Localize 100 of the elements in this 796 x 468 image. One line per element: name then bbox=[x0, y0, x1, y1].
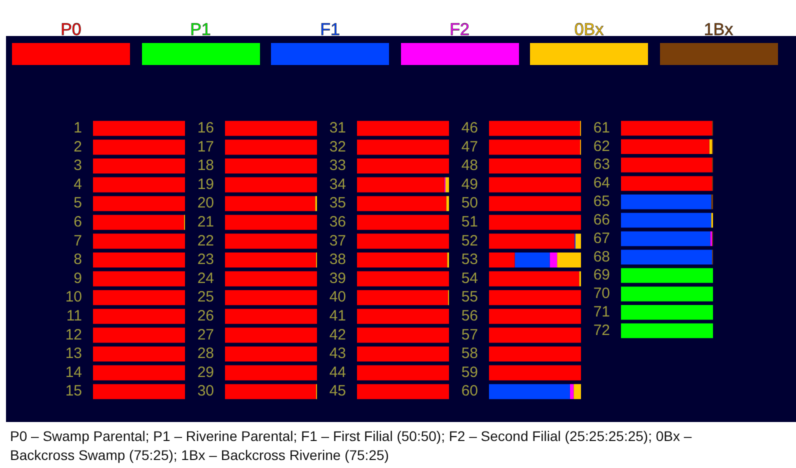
y-tick-label: 21 bbox=[197, 214, 214, 231]
bar bbox=[489, 177, 581, 192]
y-tick-label: 28 bbox=[197, 345, 214, 362]
y-tick-label: 45 bbox=[329, 382, 346, 400]
y-tick-label: 72 bbox=[593, 322, 610, 339]
y-tick-label: 47 bbox=[461, 138, 478, 156]
y-tick-label: 23 bbox=[197, 251, 214, 268]
y-tick-label: 14 bbox=[65, 364, 82, 381]
y-tick-label: 1 bbox=[74, 120, 82, 137]
y-tick-label: 7 bbox=[74, 232, 82, 250]
y-tick-label: 31 bbox=[329, 120, 346, 137]
y-tick-label: 67 bbox=[593, 230, 610, 247]
y-tick-label: 51 bbox=[461, 214, 478, 231]
y-tick-label: 30 bbox=[197, 382, 214, 400]
bar bbox=[514, 252, 550, 268]
bar bbox=[489, 214, 581, 230]
y-tick-label: 29 bbox=[197, 364, 214, 381]
y-tick-label: 12 bbox=[65, 326, 82, 344]
y-tick-label: 2 bbox=[74, 138, 82, 156]
y-tick-label: 41 bbox=[329, 308, 346, 325]
y-tick-label: 57 bbox=[461, 326, 478, 344]
y-tick-label: 16 bbox=[197, 120, 214, 137]
y-tick-label: 44 bbox=[329, 364, 346, 381]
text: P0 – Swamp Parental; P1 – Riverine Parental; F1 – First Filial (50:50); F2 – Second Filial (25:25:25:25); 0Bx – Backcross Swamp (75:25); 1Bx – Backcross Riverine (75:25) bbox=[10, 427, 693, 465]
y-tick-label: 24 bbox=[197, 270, 214, 287]
bar bbox=[489, 328, 581, 343]
bar bbox=[489, 346, 581, 362]
y-tick-label: 4 bbox=[74, 176, 82, 193]
y-tick-label: 69 bbox=[593, 266, 610, 284]
bar bbox=[489, 120, 580, 136]
bar bbox=[489, 308, 581, 324]
bar bbox=[489, 252, 515, 268]
y-tick-label: 68 bbox=[593, 248, 610, 266]
y-tick-label: 55 bbox=[461, 288, 478, 306]
bar bbox=[557, 252, 581, 268]
y-tick-label: 71 bbox=[593, 304, 610, 321]
y-tick-label: 54 bbox=[461, 270, 478, 287]
text: F2 bbox=[448, 20, 470, 40]
y-tick-label: 35 bbox=[329, 194, 346, 212]
bar bbox=[489, 271, 580, 286]
y-tick-label: 60 bbox=[461, 382, 478, 400]
text: F1 bbox=[319, 20, 341, 40]
y-tick-label: 25 bbox=[197, 288, 214, 306]
bar bbox=[489, 290, 581, 306]
bar bbox=[574, 384, 581, 400]
text: 0Bx bbox=[573, 20, 605, 40]
y-tick-label: 3 bbox=[74, 157, 82, 174]
y-tick-label: 5 bbox=[74, 194, 82, 212]
y-tick-label: 34 bbox=[329, 176, 346, 193]
y-tick-label: 53 bbox=[461, 251, 478, 268]
bar bbox=[575, 234, 581, 249]
y-tick-label: 63 bbox=[593, 156, 610, 174]
y-tick-label: 19 bbox=[197, 176, 214, 193]
y-tick-label: 8 bbox=[74, 251, 82, 268]
y-tick-label: 50 bbox=[461, 194, 478, 212]
y-tick-label: 20 bbox=[197, 194, 214, 212]
y-tick-label: 33 bbox=[329, 157, 346, 174]
y-tick-label: 27 bbox=[197, 326, 214, 344]
y-tick-label: 37 bbox=[329, 232, 346, 250]
y-tick-label: 70 bbox=[593, 285, 610, 302]
y-tick-label: 52 bbox=[461, 232, 478, 250]
y-tick-label: 9 bbox=[74, 270, 82, 287]
y-tick-label: 18 bbox=[197, 157, 214, 174]
bar bbox=[489, 158, 581, 174]
y-tick-label: 17 bbox=[197, 138, 214, 156]
bar bbox=[489, 196, 581, 212]
text: P1 bbox=[189, 20, 212, 40]
y-tick-label: 40 bbox=[329, 288, 346, 306]
y-tick-label: 11 bbox=[66, 308, 82, 325]
y-tick-label: 43 bbox=[329, 345, 346, 362]
y-tick-label: 15 bbox=[65, 382, 82, 400]
y-tick-label: 32 bbox=[329, 138, 346, 156]
text: P0 bbox=[60, 20, 82, 40]
y-tick-label: 6 bbox=[74, 214, 82, 231]
y-tick-label: 46 bbox=[461, 120, 478, 137]
bar bbox=[489, 384, 570, 400]
y-tick-label: 22 bbox=[197, 232, 214, 250]
y-tick-label: 59 bbox=[461, 364, 478, 381]
y-tick-label: 42 bbox=[329, 326, 346, 344]
y-tick-label: 49 bbox=[461, 176, 478, 193]
bar bbox=[489, 140, 580, 155]
y-tick-label: 58 bbox=[461, 345, 478, 362]
y-tick-label: 62 bbox=[593, 138, 610, 155]
y-tick-label: 26 bbox=[197, 308, 214, 325]
bar bbox=[570, 384, 574, 400]
y-tick-label: 56 bbox=[461, 308, 478, 325]
y-tick-label: 38 bbox=[329, 251, 346, 268]
y-tick-label: 65 bbox=[593, 193, 610, 210]
y-tick-label: 61 bbox=[593, 119, 610, 136]
bar bbox=[489, 234, 575, 249]
text: 1Bx bbox=[702, 20, 734, 40]
y-tick-label: 48 bbox=[461, 157, 478, 174]
y-tick-label: 13 bbox=[65, 345, 82, 362]
y-tick-label: 66 bbox=[593, 211, 610, 228]
y-tick-label: 36 bbox=[329, 214, 346, 231]
y-tick-label: 39 bbox=[329, 270, 346, 287]
bar bbox=[550, 252, 558, 268]
y-tick-label: 64 bbox=[593, 174, 610, 192]
y-tick-label: 10 bbox=[65, 288, 82, 306]
bar bbox=[489, 365, 581, 380]
